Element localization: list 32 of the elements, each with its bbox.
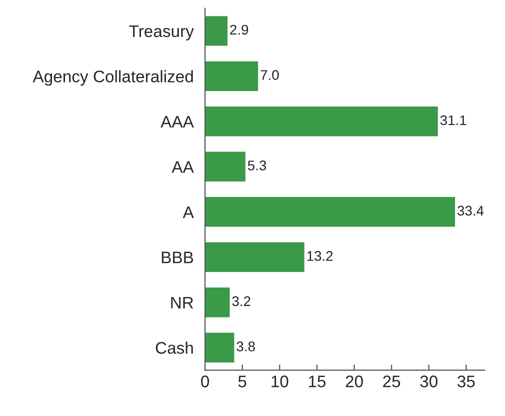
x-tick-label: 0 <box>201 376 210 388</box>
x-tick-label: 5 <box>238 376 246 388</box>
x-tick-label: 25 <box>383 376 400 388</box>
y-tick-label: Agency Collateralized <box>32 70 193 86</box>
bar <box>205 242 304 272</box>
y-tick-label: BBB <box>162 252 194 264</box>
data-label: 13.2 <box>307 251 333 261</box>
data-label: 5.3 <box>248 160 266 170</box>
bar <box>205 152 246 182</box>
x-tick-label: 20 <box>346 376 363 388</box>
bar <box>205 288 230 318</box>
y-tick-label: Cash <box>156 342 193 354</box>
bar <box>205 197 456 227</box>
y-tick-label: NR <box>171 296 194 308</box>
y-tick-label: AA <box>172 161 194 173</box>
bar <box>205 16 228 46</box>
data-label: 33.4 <box>458 206 484 216</box>
y-tick-label: A <box>182 206 194 218</box>
x-tick-label: 15 <box>308 376 326 388</box>
bar <box>205 332 234 362</box>
data-label: 7.0 <box>260 70 279 80</box>
data-label: 3.2 <box>232 296 250 306</box>
x-tick-label: 10 <box>272 376 288 388</box>
x-tick-label: 30 <box>420 376 438 388</box>
bar <box>205 106 438 136</box>
data-label: 2.9 <box>230 24 248 35</box>
data-label: 31.1 <box>440 115 466 126</box>
y-tick-label: Treasury <box>129 26 194 40</box>
y-tick-label: AAA <box>160 116 194 128</box>
data-label: 3.8 <box>236 342 255 352</box>
bar <box>205 61 258 92</box>
x-tick-label: 35 <box>458 376 475 388</box>
